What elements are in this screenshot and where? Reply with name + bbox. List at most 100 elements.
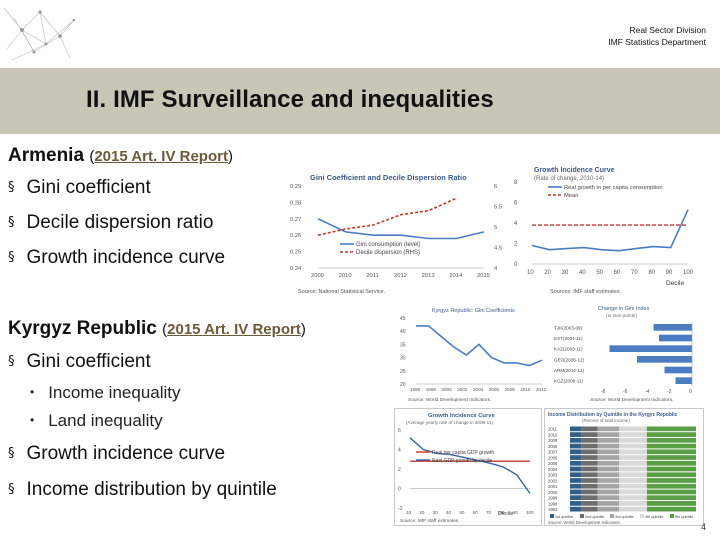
legend-swatch (610, 514, 614, 518)
x-tick-label: 100 (683, 270, 694, 276)
chart-source: Source: National Statistical Service. (298, 289, 386, 295)
y-tick-label: 0.24 (290, 266, 302, 272)
legend-label: 5th quintile (675, 515, 693, 519)
category-label: 1993 (548, 507, 558, 512)
bar-segment (597, 478, 620, 483)
bullet-marker: § (8, 180, 15, 195)
bar-segment (597, 472, 620, 478)
x-tick-label: -4 (645, 389, 650, 395)
x-axis-ticks: 2009 2010 2011 2012 2013 2014 2015 (311, 267, 490, 279)
bar-segment (581, 426, 598, 432)
bar-segment (619, 483, 647, 489)
right-axis-ticks: 6 5.5 5 4.5 4 (494, 184, 502, 272)
x-tick-label: 30 (433, 510, 439, 515)
category-labels: TJK(2003-09) EST(2004-11) KAZ(2003-11) GEO(… (554, 325, 585, 383)
legend-swatch (550, 514, 554, 518)
y-tick-label: 0.29 (290, 184, 301, 190)
y2-tick-label: 5.5 (494, 205, 502, 211)
chart-legend: Real per capita GDP growth Real GDP grow… (416, 450, 494, 464)
y2-tick-label: 6 (494, 184, 497, 190)
bar-segment (570, 426, 582, 432)
bar-segment (597, 466, 620, 472)
department-label: Real Sector Division IMF Statistics Depa… (608, 24, 706, 48)
sub-marker: • (30, 413, 35, 427)
bar-segment (581, 478, 598, 483)
x-tick-label: 2009 (311, 273, 324, 279)
bar-segment (570, 506, 582, 512)
bar-segment (597, 489, 620, 495)
category-labels: 2011201020092008200720062005200420032002… (548, 427, 558, 512)
bar-segment (619, 426, 647, 432)
x-tick-label: 2000 (442, 387, 453, 392)
series-line-gini (317, 218, 485, 240)
bar-segment (619, 455, 647, 460)
x-tick-label: 2010 (520, 387, 531, 392)
bar-segment (570, 443, 582, 449)
bar (659, 334, 692, 342)
x-tick-label: 70 (486, 510, 492, 515)
x-tick-label: 2011 (366, 273, 378, 279)
bar-segment (646, 483, 696, 489)
y-tick-label: 0.25 (290, 250, 301, 256)
bar-segment (646, 460, 696, 466)
chart-subtitle: (Rate of change, 2010-14) (534, 176, 604, 182)
y-tick-label: 25 (400, 369, 406, 375)
bullet-text: Income distribution by quintile (26, 479, 277, 500)
y2-tick-label: 4 (494, 266, 498, 272)
bullet-marker: § (8, 354, 15, 369)
chart-legend: Real growth in per capita consumption Me… (548, 185, 663, 199)
x-tick-label: 2015 (477, 273, 490, 279)
bar-segment (581, 449, 598, 455)
x-tick-label: 2012 (394, 273, 407, 279)
chart-title: Income Distribution by Quintile in the K… (548, 412, 678, 418)
bar-segment (581, 495, 598, 501)
x-axis-ticks: -8 -6 -4 -2 0 (601, 322, 693, 395)
bar-segment (646, 437, 696, 443)
bar-segment (619, 437, 647, 443)
kyrgyz-sub-2: • Land inequality (30, 411, 163, 431)
kyrgyz-bullet-1: § Gini coefficient (8, 351, 151, 373)
y-tick-label: 0.26 (290, 233, 301, 239)
armenia-report-open: ( (89, 148, 95, 165)
category-label: 2002 (548, 478, 558, 483)
kyrgyz-sub-1: • Income inequality (30, 383, 181, 403)
y-tick-label: 2 (398, 467, 401, 473)
department-text: IMF Statistics Department (608, 37, 706, 47)
x-tick-label: 80 (499, 510, 505, 515)
category-label: KAZ(2003-11) (554, 347, 583, 352)
y-tick-label: 4 (398, 448, 401, 454)
x-tick-label: 10 (406, 510, 412, 515)
kyrgyz-report-link[interactable]: 2015 Art. IV Report (167, 321, 301, 338)
bar-segment (581, 443, 598, 449)
kyrgyz-bullet-3: § Income distribution by quintile (8, 479, 277, 501)
chart-lines (317, 197, 485, 240)
category-label: 2008 (548, 444, 558, 449)
y-tick-label: 20 (400, 382, 406, 388)
bar-segment (646, 489, 696, 495)
chart-legend: Gini consumption (level) Decile dispersi… (340, 242, 420, 256)
quintile-chart: Income Distribution by Quintile in the K… (544, 408, 704, 526)
chart-bars (609, 324, 692, 384)
x-tick-label: 20 (419, 510, 425, 515)
bar-segment (646, 501, 696, 506)
division-text: Real Sector Division (629, 25, 706, 35)
bar-segment (619, 443, 647, 449)
category-label: 2010 (548, 432, 558, 437)
bar-segment (597, 506, 620, 512)
legend-label: 2nd quintile (585, 515, 604, 519)
armenia-gic-chart: Growth Incidence Curve (Rate of change, … (514, 167, 694, 295)
x-axis-label: Decile (666, 280, 684, 287)
bar-segment (646, 455, 696, 460)
bar-segment (570, 478, 582, 483)
bar (664, 366, 692, 374)
x-tick-label: 0 (689, 389, 692, 395)
armenia-bullet-2: § Decile dispersion ratio (8, 212, 213, 234)
y2-tick-label: 5 (494, 225, 497, 231)
chart-subtitle: (Percent of total income) (582, 418, 630, 423)
legend-label: 3rd quintile (615, 515, 634, 519)
chart-subtitle: (Average yearly rate of change in 2008-1… (406, 420, 493, 425)
chart-source: Source: IMF staff estimates. (400, 518, 460, 524)
network-graphic (3, 7, 76, 61)
armenia-report-link[interactable]: 2015 Art. IV Report (94, 148, 228, 165)
bar-segment (619, 460, 647, 466)
